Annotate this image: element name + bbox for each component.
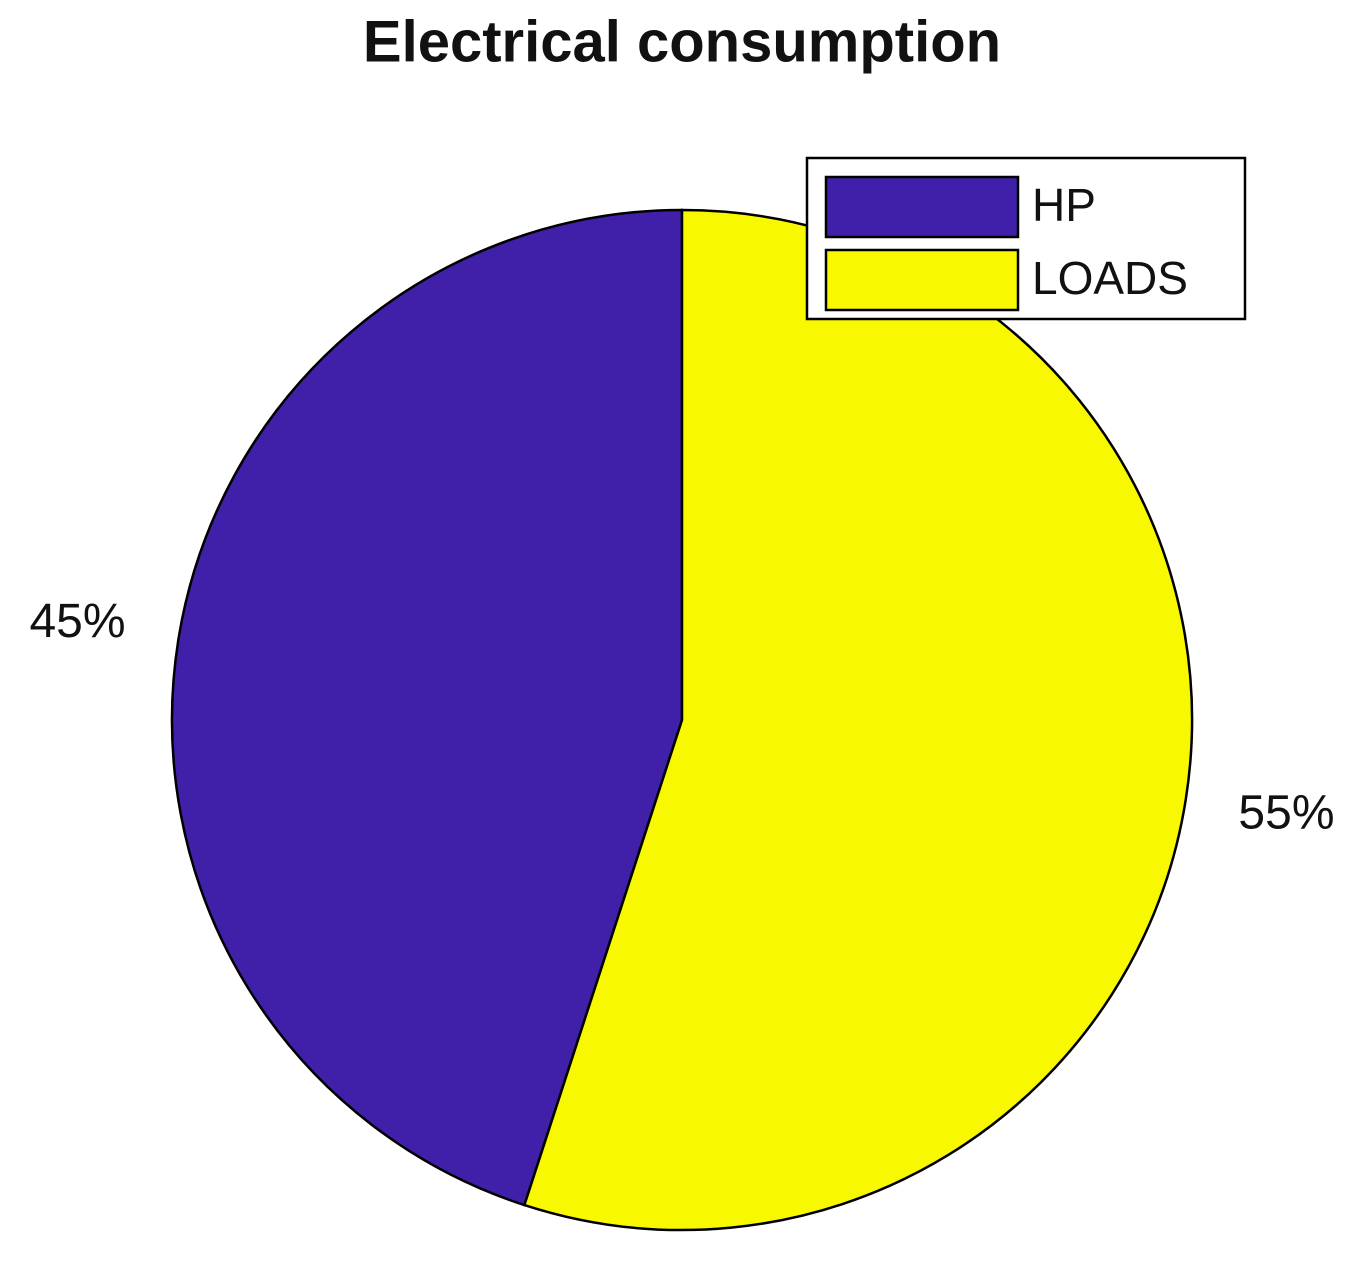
- legend-swatch: [824, 175, 1020, 239]
- legend-label: LOADS: [1032, 252, 1188, 304]
- data-label: 55%: [1238, 786, 1334, 839]
- legend-swatch: [824, 248, 1020, 312]
- chart-title: Electrical consumption: [363, 9, 1001, 74]
- data-label: 45%: [29, 595, 125, 648]
- pie-slice: [170, 208, 684, 1207]
- legend-label: HP: [1032, 179, 1096, 231]
